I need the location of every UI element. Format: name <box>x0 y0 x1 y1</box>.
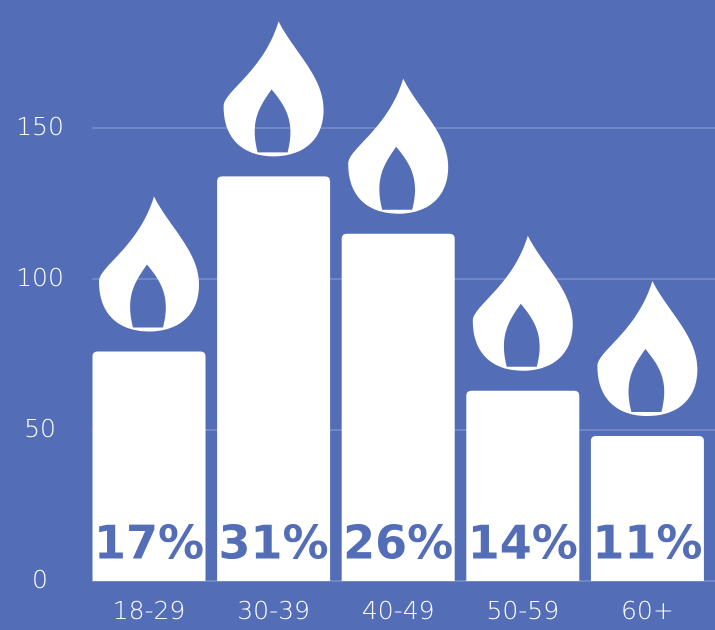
bar <box>217 176 331 581</box>
bar <box>341 233 455 581</box>
flame <box>223 21 324 157</box>
flame <box>472 235 573 371</box>
y-tick-label: 50 <box>24 414 56 443</box>
y-tick-label: 0 <box>32 565 48 594</box>
x-tick-label: 18-29 <box>113 596 186 625</box>
x-tick-label: 40-49 <box>362 596 435 625</box>
bar <box>466 390 580 581</box>
share-label: 14% <box>468 516 578 570</box>
y-tick-label: 150 <box>16 112 64 141</box>
share-label: 31% <box>219 516 329 570</box>
share-label: 11% <box>592 516 702 570</box>
flame <box>348 78 449 214</box>
x-tick-label: 60+ <box>621 596 674 625</box>
x-tick-label: 30-39 <box>237 596 310 625</box>
y-tick-label: 100 <box>16 263 64 292</box>
share-label: 26% <box>343 516 453 570</box>
flame <box>597 281 698 417</box>
x-tick-label: 50-59 <box>486 596 559 625</box>
flame <box>99 196 199 332</box>
bar <box>92 351 206 581</box>
bar <box>590 436 704 581</box>
share-label: 17% <box>94 516 204 570</box>
